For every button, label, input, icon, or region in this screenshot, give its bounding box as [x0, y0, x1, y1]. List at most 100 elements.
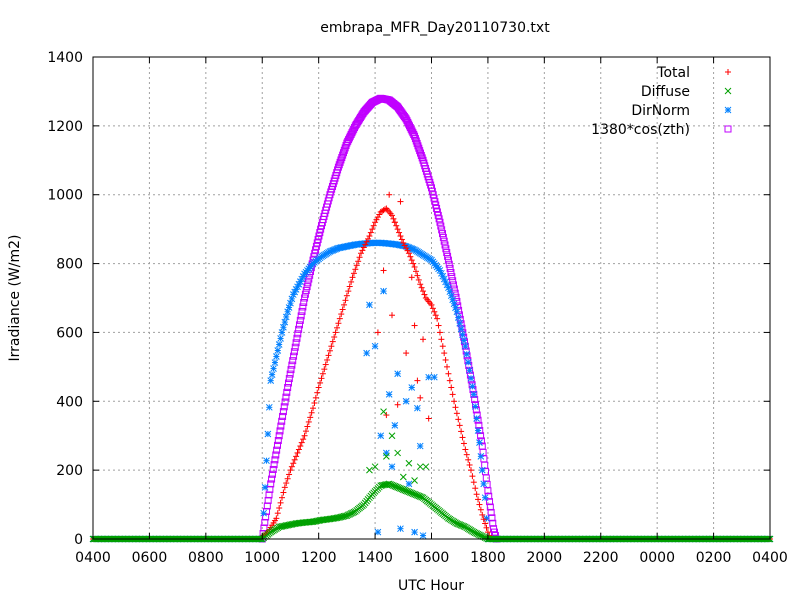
- data-point: [475, 421, 483, 429]
- data-point: [303, 283, 311, 291]
- data-point: [450, 285, 458, 293]
- data-point: [302, 428, 309, 435]
- data-point-outlier: [394, 449, 402, 457]
- data-point: [483, 514, 490, 522]
- data-point: [304, 279, 312, 287]
- data-point: [325, 352, 332, 359]
- data-point: [279, 412, 287, 420]
- data-point: [418, 154, 426, 162]
- data-point: [463, 350, 471, 358]
- data-point: [439, 343, 446, 350]
- y-tick-label: 200: [56, 463, 83, 479]
- data-point-outlier: [388, 463, 396, 471]
- data-point-outlier: [389, 312, 396, 319]
- series-1380-cos-zth: [258, 94, 500, 543]
- data-point: [268, 475, 276, 483]
- data-point-outlier: [371, 342, 379, 350]
- data-point: [454, 302, 462, 310]
- data-point: [284, 475, 291, 482]
- data-point: [345, 288, 352, 295]
- data-point: [278, 417, 286, 425]
- data-point: [292, 339, 300, 347]
- data-point: [307, 414, 314, 421]
- data-point: [457, 325, 465, 333]
- x-axis-title: UTC Hour: [398, 578, 464, 594]
- data-point-outlier: [397, 525, 404, 533]
- data-point: [321, 366, 328, 373]
- data-point: [342, 297, 349, 304]
- data-point: [461, 342, 469, 350]
- data-point: [343, 292, 350, 299]
- data-point: [300, 298, 308, 306]
- data-point: [435, 322, 442, 329]
- data-point: [305, 418, 312, 425]
- data-point: [432, 312, 439, 319]
- data-point: [482, 520, 489, 527]
- data-point: [450, 300, 458, 308]
- data-point: [331, 334, 338, 341]
- y-tick-label: 1400: [47, 50, 83, 66]
- data-point: [441, 241, 449, 249]
- data-point: [455, 416, 462, 423]
- y-tick-label: 1200: [47, 119, 83, 135]
- data-point: [268, 371, 276, 378]
- legend-marker: [725, 69, 731, 75]
- data-point-outlier: [425, 415, 432, 422]
- data-point: [348, 278, 355, 285]
- data-point: [474, 427, 482, 434]
- data-point-outlier: [388, 432, 396, 440]
- data-point: [440, 237, 448, 245]
- legend-marker: [724, 87, 732, 95]
- data-point: [353, 262, 360, 269]
- data-point: [374, 214, 381, 221]
- x-tick-label: 1200: [301, 550, 337, 566]
- data-point: [332, 329, 339, 336]
- data-point: [480, 480, 488, 488]
- data-point: [394, 226, 401, 233]
- data-point: [487, 508, 495, 516]
- data-point: [479, 511, 486, 518]
- data-point: [444, 252, 452, 260]
- data-point: [275, 341, 283, 348]
- data-point: [319, 370, 326, 377]
- data-point: [268, 470, 276, 478]
- data-point-outlier: [391, 219, 398, 226]
- data-point: [326, 347, 333, 354]
- data-point: [322, 361, 329, 368]
- data-point: [415, 144, 423, 152]
- data-point: [446, 264, 454, 272]
- data-point: [293, 453, 300, 460]
- data-point: [477, 453, 485, 460]
- data-point: [486, 498, 494, 506]
- data-point: [411, 135, 419, 143]
- data-point: [473, 415, 480, 422]
- data-point: [418, 284, 425, 291]
- legend-label: DirNorm: [631, 103, 690, 119]
- data-point: [339, 149, 347, 157]
- data-point: [410, 130, 418, 138]
- data-point: [338, 154, 346, 162]
- data-point: [458, 428, 465, 435]
- data-point-outlier: [430, 373, 438, 381]
- data-point: [261, 484, 269, 491]
- data-point: [397, 233, 404, 240]
- data-point: [290, 460, 297, 467]
- data-point-outlier: [366, 301, 373, 309]
- data-point: [300, 436, 307, 443]
- data-point: [288, 463, 295, 470]
- data-point: [367, 229, 374, 236]
- data-point: [449, 277, 457, 285]
- data-point: [311, 400, 318, 407]
- data-point: [443, 249, 451, 257]
- data-point: [393, 222, 400, 229]
- data-point: [414, 142, 422, 150]
- data-point: [298, 439, 305, 446]
- y-tick-label: 400: [56, 394, 83, 410]
- data-point: [304, 423, 311, 430]
- data-point: [462, 446, 469, 453]
- data-point: [294, 330, 302, 338]
- data-point-outlier: [422, 463, 430, 471]
- data-point: [312, 394, 319, 401]
- data-point: [438, 226, 446, 234]
